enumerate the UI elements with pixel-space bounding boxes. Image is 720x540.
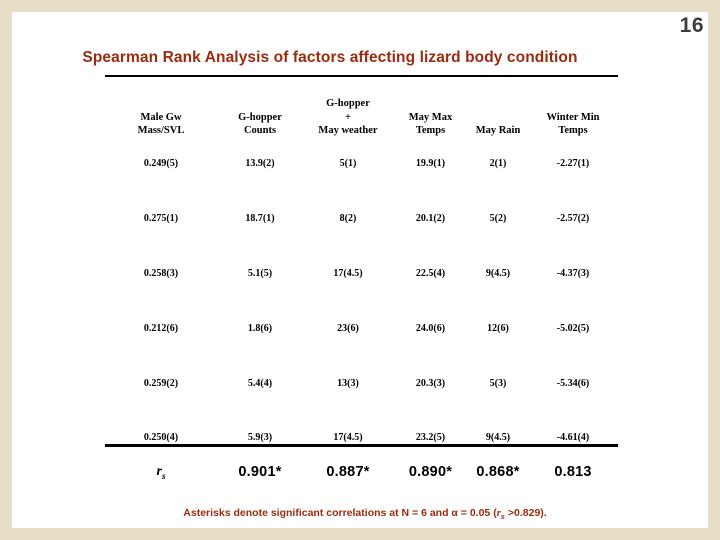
table-cell: 20.3(3) (415, 377, 446, 389)
table-header-row: Male Gw Mass/SVL G-hopper Counts G-hopper + Ma… (105, 88, 618, 138)
rs-value: 0.887* (326, 464, 370, 480)
table-row: 0.275(1) 18.7(1) 8(2) 20.1(2) 5(2) -2.57(2) (105, 209, 618, 227)
table-cell: 1.8(6) (247, 322, 273, 334)
table-cell: 0.259(2) (143, 377, 179, 389)
rs-value: 0.901* (238, 464, 282, 480)
table-row: 0.259(2) 5.4(4) 13(3) 20.3(3) 5(3) -5.34(6) (105, 374, 618, 392)
table-cell: 5.1(5) (247, 267, 273, 279)
slide-title: Spearman Rank Analysis of factors affect… (82, 49, 578, 66)
footnote: Asterisks denote significant correlation… (0, 507, 720, 521)
table-cell: -2.57(2) (556, 212, 590, 224)
table-cell: 5.9(3) (247, 431, 273, 443)
column-header: Winter Min Temps (546, 111, 600, 137)
table-cell: 2(1) (489, 157, 507, 169)
table-row: 0.212(6) 1.8(6) 23(6) 24.0(6) 12(6) -5.02(5) (105, 319, 618, 337)
table-cell: 12(6) (487, 322, 509, 334)
table-cell: 5(1) (339, 157, 357, 169)
table-cell: 0.250(4) (143, 431, 179, 443)
table-cell: 5(2) (489, 212, 507, 224)
table-cell: 23.2(5) (415, 431, 446, 443)
footnote-r-subscript: s (500, 512, 505, 522)
rs-value: 0.868* (476, 464, 520, 480)
table-row: 0.258(3) 5.1(5) 17(4.5) 22.5(4) 9(4.5) -4.37(… (105, 264, 618, 282)
footnote-r-symbol: r (496, 508, 501, 519)
rs-label: rs (156, 463, 166, 481)
table-cell: -4.37(3) (556, 267, 590, 279)
column-header: May Max Temps (408, 111, 453, 137)
rs-value: 0.813 (554, 464, 592, 480)
table-row: 0.250(4) 5.9(3) 17(4.5) 23.2(5) 9(4.5) -4.61(… (105, 428, 618, 446)
table-cell: 19.9(1) (415, 157, 446, 169)
table-cell: 23(6) (337, 322, 359, 334)
table-row: 0.249(5) 13.9(2) 5(1) 19.9(1) 2(1) -2.27(1) (105, 154, 618, 172)
table-cell: 9(4.5) (485, 267, 511, 279)
table-cell: -5.02(5) (556, 322, 590, 334)
title-underline (105, 75, 618, 77)
table-cell: 9(4.5) (485, 431, 511, 443)
table-cell: 24.0(6) (415, 322, 446, 334)
table-cell: 5(3) (489, 377, 507, 389)
table-cell: 0.258(3) (143, 267, 179, 279)
table-cell: -2.27(1) (556, 157, 590, 169)
table-cell: 22.5(4) (415, 267, 446, 279)
table-cell: 20.1(2) (415, 212, 446, 224)
column-header: G-hopper + May weather (318, 98, 378, 137)
table-bottom-rule (105, 444, 618, 447)
rs-value: 0.890* (408, 464, 453, 480)
column-header: G-hopper Counts (238, 111, 282, 137)
table-cell: 18.7(1) (245, 212, 275, 224)
page-number: 16 (679, 14, 704, 37)
table-cell: 0.275(1) (143, 212, 179, 224)
table-cell: -4.61(4) (556, 431, 590, 443)
table-cell: 8(2) (339, 212, 357, 224)
table-cell: 0.249(5) (143, 157, 179, 169)
table-cell: 13.9(2) (245, 157, 275, 169)
rs-row: rs 0.901* 0.887* 0.890* 0.868* 0.813 (105, 459, 618, 485)
footnote-text-end: >0.829). (504, 507, 547, 519)
table-cell: 13(3) (337, 377, 359, 389)
table-cell: 17(4.5) (333, 267, 363, 279)
table-cell: 0.212(6) (143, 322, 179, 334)
column-header: May Rain (475, 125, 521, 137)
table-cell: 5.4(4) (247, 377, 273, 389)
footnote-text: Asterisks denote significant correlation… (183, 507, 497, 519)
table-cell: -5.34(6) (556, 377, 590, 389)
column-header: Male Gw Mass/SVL (137, 111, 185, 137)
table-cell: 17(4.5) (333, 431, 363, 443)
